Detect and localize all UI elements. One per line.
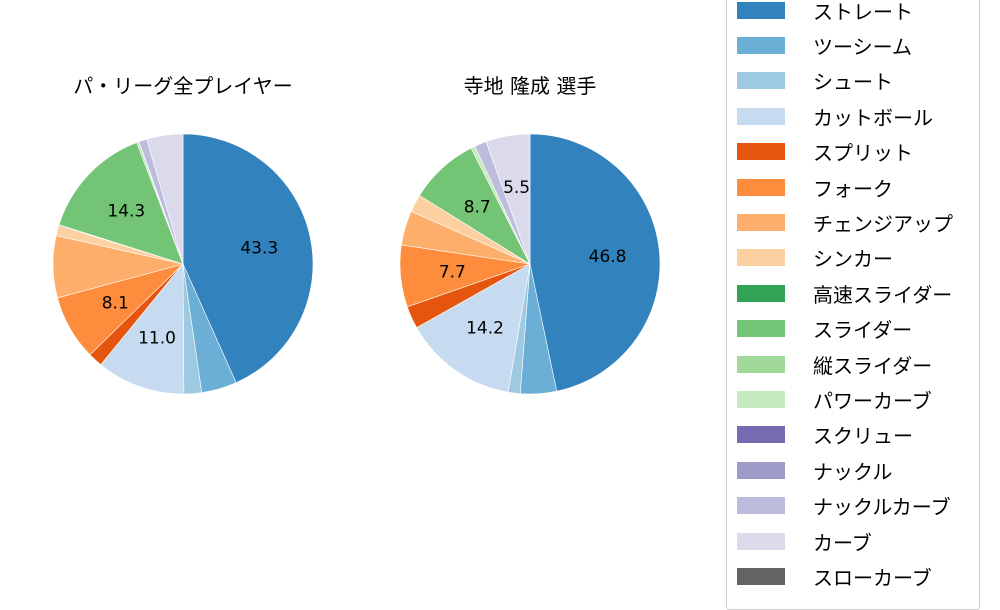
- legend-label: スクリュー: [813, 424, 913, 449]
- legend-item: パワーカーブ: [737, 384, 932, 414]
- pie-slice: [146, 133, 184, 265]
- legend-item: ナックルカーブ: [737, 491, 951, 521]
- legend-item: スクリュー: [737, 420, 913, 450]
- legend-item: 高速スライダー: [737, 278, 952, 308]
- legend-label: シュート: [813, 70, 893, 95]
- legend-swatch: [737, 36, 785, 54]
- legend-item: ナックル: [737, 455, 892, 485]
- pie-slice: [529, 133, 661, 392]
- legend-swatch: [737, 143, 785, 161]
- legend-label: ツーシーム: [813, 34, 912, 59]
- legend-swatch: [737, 72, 785, 90]
- slice-value-label: 8.7: [464, 198, 491, 218]
- legend-item: シンカー: [737, 243, 893, 273]
- legend-swatch: [737, 497, 785, 515]
- slice-value-label: 43.3: [240, 239, 278, 259]
- legend-swatch: [737, 249, 785, 267]
- legend-label: チェンジアップ: [813, 211, 953, 236]
- slice-value-label: 14.3: [107, 201, 145, 221]
- slice-value-label: 5.5: [503, 178, 530, 198]
- pie-slice: [100, 263, 185, 395]
- legend-swatch: [737, 461, 785, 479]
- pie-slice: [416, 263, 531, 393]
- right-chart-title: 寺地 隆成 選手: [463, 74, 597, 98]
- legend-item: ツーシーム: [737, 30, 912, 60]
- pie-slice: [182, 133, 314, 384]
- legend-label: カットボール: [813, 105, 933, 130]
- slice-value-label: 46.8: [589, 247, 627, 267]
- legend-item: カーブ: [737, 526, 872, 556]
- legend-swatch: [737, 284, 785, 302]
- legend-swatch: [737, 426, 785, 444]
- left-chart-title: パ・リーグ全プレイヤー: [73, 74, 293, 98]
- legend-swatch: [737, 567, 785, 585]
- legend-swatch: [737, 1, 785, 19]
- legend-item: チェンジアップ: [737, 207, 953, 237]
- legend-label: 高速スライダー: [813, 282, 953, 307]
- legend-item: スローカーブ: [737, 561, 932, 591]
- legend-swatch: [737, 107, 785, 125]
- legend-item: ストレート: [737, 0, 913, 25]
- legend-item: フォーク: [737, 172, 893, 202]
- legend-swatch: [737, 532, 785, 550]
- legend-label: スローカーブ: [813, 565, 932, 590]
- legend-label: ナックルカーブ: [813, 495, 951, 520]
- slice-value-label: 11.0: [138, 329, 176, 349]
- pie-slice: [485, 133, 531, 265]
- legend-swatch: [737, 178, 785, 196]
- legend-label: ナックル: [813, 459, 893, 484]
- legend-label: パワーカーブ: [813, 388, 932, 413]
- legend-swatch: [737, 320, 785, 338]
- legend-item: スプリット: [737, 137, 913, 167]
- legend-label: カーブ: [813, 530, 872, 555]
- legend-swatch: [737, 213, 785, 231]
- legend-item: 縦スライダー: [737, 349, 932, 379]
- legend-label: フォーク: [813, 176, 893, 201]
- slice-value-label: 14.2: [466, 319, 504, 339]
- pie-slice: [58, 142, 184, 265]
- legend-item: スライダー: [737, 314, 912, 344]
- legend-item: カットボール: [737, 101, 933, 131]
- legend-label: ストレート: [813, 0, 913, 24]
- legend-item: シュート: [737, 66, 893, 96]
- legend-label: 縦スライダー: [813, 353, 933, 378]
- legend-label: スプリット: [813, 141, 913, 166]
- legend-swatch: [737, 355, 785, 373]
- legend-label: スライダー: [813, 318, 913, 343]
- slice-value-label: 7.7: [439, 262, 466, 282]
- slice-value-label: 8.1: [102, 294, 129, 314]
- chart-legend: ストレートツーシームシュートカットボール スプリットフォークチェンジアップ シンカー…: [726, 0, 980, 610]
- legend-label: シンカー: [813, 247, 893, 272]
- legend-swatch: [737, 390, 785, 408]
